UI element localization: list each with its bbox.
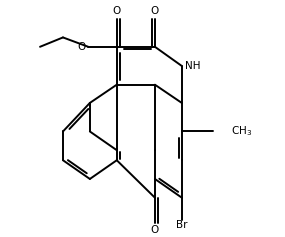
Text: O: O <box>113 6 121 16</box>
Text: CH$_3$: CH$_3$ <box>231 125 253 138</box>
Text: O: O <box>78 42 86 52</box>
Text: NH: NH <box>185 61 201 71</box>
Text: O: O <box>151 6 159 16</box>
Text: Br: Br <box>176 220 188 230</box>
Text: O: O <box>151 225 159 235</box>
